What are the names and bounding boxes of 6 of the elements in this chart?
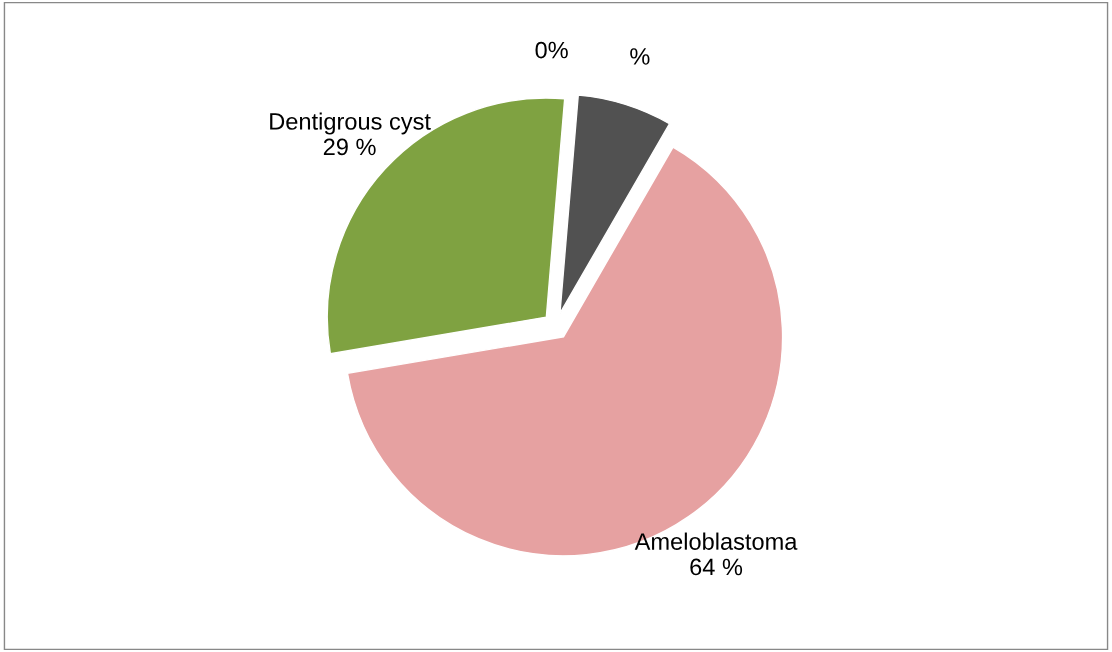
data-label: 64 % — [690, 558, 743, 576]
text: 0% — [535, 41, 568, 59]
data-label: % — [630, 48, 650, 65]
data-label: 29 % — [323, 138, 376, 156]
slice-label: Ameloblastoma — [634, 532, 798, 550]
slice-label: Dentigrous cyst — [270, 112, 431, 135]
